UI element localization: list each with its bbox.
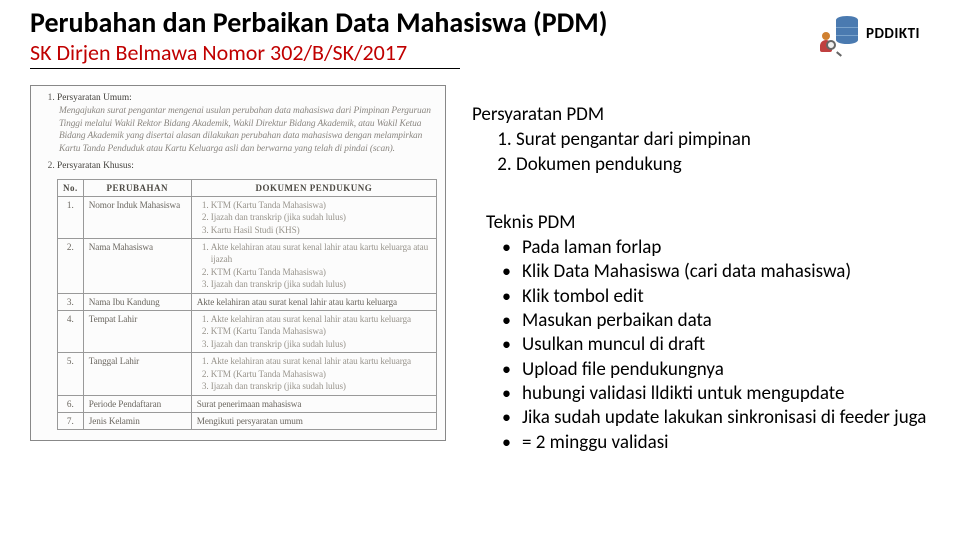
teknis-item: Klik Data Mahasiswa (cari data mahasiswa… bbox=[500, 260, 930, 284]
doc-section2-title: Persyaratan Khusus: bbox=[57, 161, 134, 171]
teknis-item: hubungi validasi lldikti untuk mengupdat… bbox=[500, 382, 930, 406]
teknis-item: Usulkan muncul di draft bbox=[500, 333, 930, 357]
persyaratan-item: Dokumen pendukung bbox=[516, 153, 930, 177]
doc-requirements-table: No. PERUBAHAN DOKUMEN PENDUKUNG 1. Nomor… bbox=[57, 179, 437, 431]
teknis-block: Teknis PDM Pada laman forlap Klik Data M… bbox=[486, 211, 930, 455]
teknis-item: Jika sudah update lakukan sinkronisasi d… bbox=[500, 406, 930, 430]
table-row: 4. Tempat Lahir Akte kelahiran atau sura… bbox=[58, 311, 437, 353]
table-row: 3. Nama Ibu Kandung Akte kelahiran atau … bbox=[58, 293, 437, 310]
persyaratan-title: Persyaratan PDM bbox=[472, 103, 930, 126]
document-scan: Persyaratan Umum: Mengajukan surat penga… bbox=[30, 85, 446, 441]
pddikti-icon bbox=[818, 14, 858, 54]
teknis-item: Masukan perbaikan data bbox=[500, 309, 930, 333]
doc-section1-title: Persyaratan Umum: bbox=[57, 93, 132, 103]
page-subtitle: SK Dirjen Belmawa Nomor 302/B/SK/2017 bbox=[30, 39, 930, 66]
col-dokumen: DOKUMEN PENDUKUNG bbox=[191, 179, 436, 196]
table-header-row: No. PERUBAHAN DOKUMEN PENDUKUNG bbox=[58, 179, 437, 196]
header: Perubahan dan Perbaikan Data Mahasiswa (… bbox=[30, 8, 930, 69]
table-row: 1. Nomor Induk Mahasiswa KTM (Kartu Tand… bbox=[58, 196, 437, 238]
subtitle-underline bbox=[30, 68, 460, 69]
teknis-item: Upload file pendukungnya bbox=[500, 358, 930, 382]
persyaratan-item: Surat pengantar dari pimpinan bbox=[516, 128, 930, 152]
table-row: 5. Tanggal Lahir Akte kelahiran atau sur… bbox=[58, 353, 437, 395]
table-row: 6. Periode Pendaftaran Surat penerimaan … bbox=[58, 395, 437, 412]
teknis-item: = 2 minggu validasi bbox=[500, 431, 930, 455]
col-no: No. bbox=[58, 179, 84, 196]
table-row: 7. Jenis Kelamin Mengikuti persyaratan u… bbox=[58, 412, 437, 429]
table-row: 2. Nama Mahasiswa Akte kelahiran atau su… bbox=[58, 238, 437, 293]
teknis-item: Pada laman forlap bbox=[500, 236, 930, 260]
teknis-item: Klik tombol edit bbox=[500, 285, 930, 309]
main-content: Persyaratan Umum: Mengajukan surat penga… bbox=[30, 85, 930, 454]
pddikti-label: PDDIKTI bbox=[866, 25, 920, 43]
col-perubahan: PERUBAHAN bbox=[83, 179, 191, 196]
page-title: Perubahan dan Perbaikan Data Mahasiswa (… bbox=[30, 8, 930, 37]
doc-section1-paragraph: Mengajukan surat pengantar mengenai usul… bbox=[57, 105, 437, 156]
pddikti-logo: PDDIKTI bbox=[818, 14, 920, 54]
teknis-list: Pada laman forlap Klik Data Mahasiswa (c… bbox=[486, 236, 930, 455]
teknis-title: Teknis PDM bbox=[486, 211, 930, 234]
notes-column: Persyaratan PDM Surat pengantar dari pim… bbox=[472, 85, 930, 454]
document-scan-column: Persyaratan Umum: Mengajukan surat penga… bbox=[30, 85, 446, 454]
persyaratan-list: Surat pengantar dari pimpinan Dokumen pe… bbox=[472, 128, 930, 177]
